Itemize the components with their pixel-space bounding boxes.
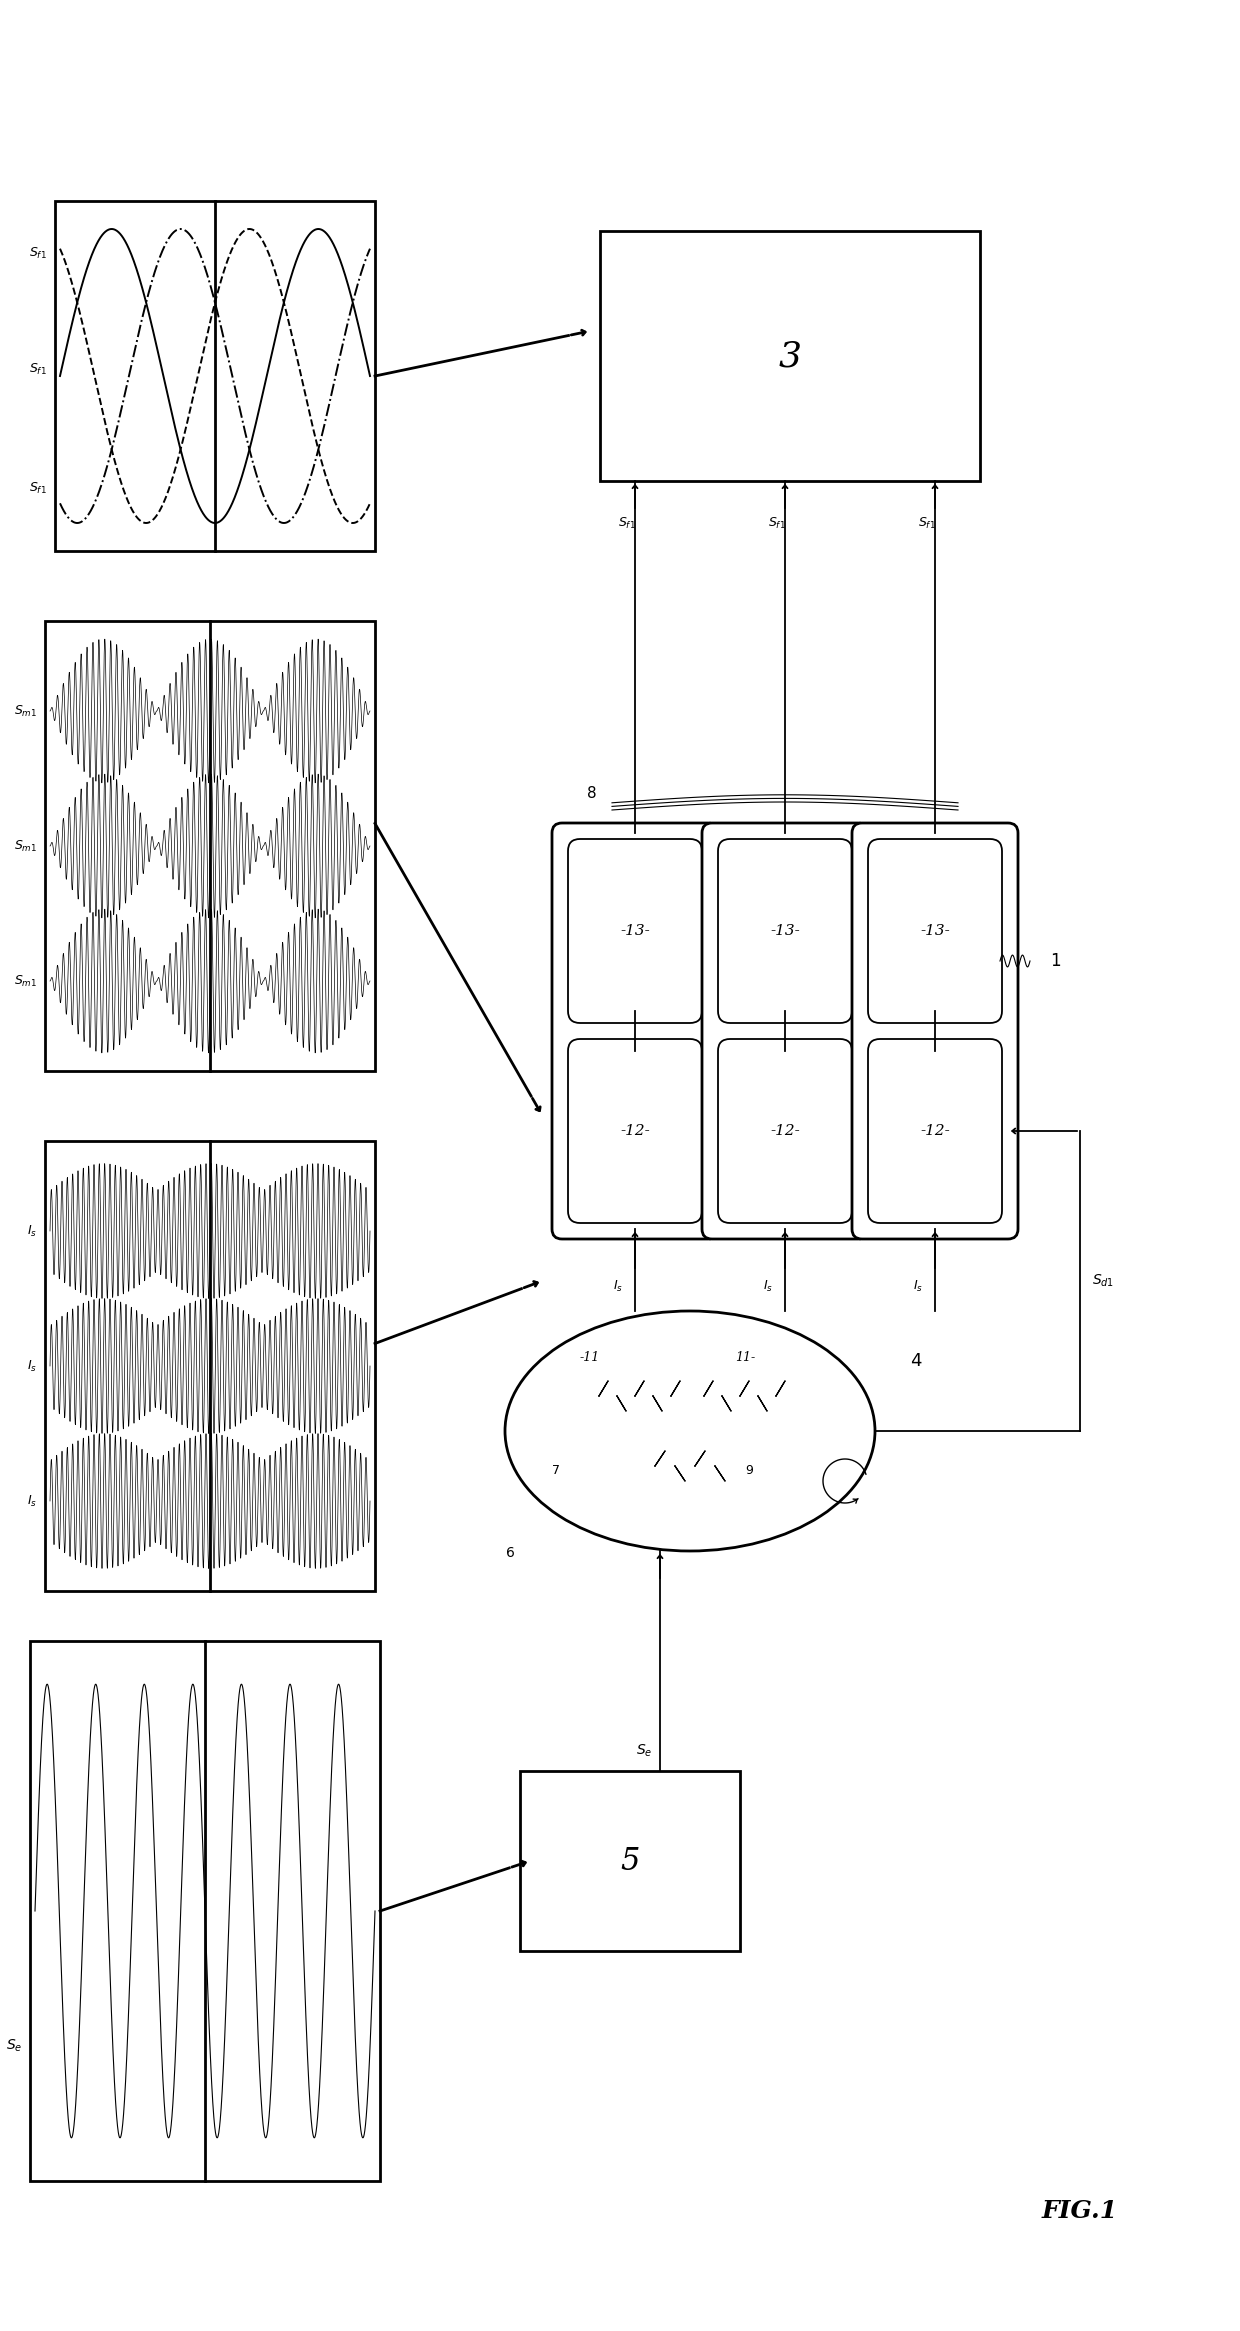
Bar xyxy=(30,1641,379,2182)
FancyBboxPatch shape xyxy=(718,1040,852,1224)
Text: $I_s$: $I_s$ xyxy=(27,1494,37,1508)
Text: 3: 3 xyxy=(779,338,801,373)
Text: $I_s$: $I_s$ xyxy=(613,1277,622,1294)
Text: $S_e$: $S_e$ xyxy=(6,2037,22,2054)
Text: $S_{m1}$: $S_{m1}$ xyxy=(14,839,37,853)
Text: $S_{f1}$: $S_{f1}$ xyxy=(768,515,786,531)
FancyBboxPatch shape xyxy=(868,839,1002,1023)
Text: 7: 7 xyxy=(552,1464,560,1478)
Bar xyxy=(520,1772,740,1951)
Text: -11: -11 xyxy=(580,1352,600,1364)
FancyBboxPatch shape xyxy=(852,823,1018,1240)
Bar xyxy=(45,1140,374,1592)
FancyBboxPatch shape xyxy=(568,839,702,1023)
FancyBboxPatch shape xyxy=(568,1040,702,1224)
Text: $S_{m1}$: $S_{m1}$ xyxy=(14,704,37,718)
Text: -13-: -13- xyxy=(620,923,650,937)
Text: 11-: 11- xyxy=(735,1352,755,1364)
Text: -12-: -12- xyxy=(920,1124,950,1138)
Text: FIG.1: FIG.1 xyxy=(1042,2198,1118,2224)
Text: -12-: -12- xyxy=(620,1124,650,1138)
Text: -13-: -13- xyxy=(920,923,950,937)
Text: $I_s$: $I_s$ xyxy=(27,1224,37,1238)
Text: 5: 5 xyxy=(620,1846,640,1876)
Text: $S_{f1}$: $S_{f1}$ xyxy=(30,480,47,497)
Text: $S_{f1}$: $S_{f1}$ xyxy=(30,247,47,261)
Bar xyxy=(600,231,980,480)
FancyBboxPatch shape xyxy=(718,839,852,1023)
Text: -12-: -12- xyxy=(770,1124,800,1138)
Text: $S_{f1}$: $S_{f1}$ xyxy=(918,515,936,531)
Text: 9: 9 xyxy=(745,1464,753,1478)
Text: 4: 4 xyxy=(910,1352,921,1371)
Text: $I_s$: $I_s$ xyxy=(913,1277,923,1294)
Text: $S_{m1}$: $S_{m1}$ xyxy=(14,974,37,988)
Text: $I_s$: $I_s$ xyxy=(27,1359,37,1373)
Text: 6: 6 xyxy=(506,1545,515,1559)
Text: -13-: -13- xyxy=(770,923,800,937)
Text: $S_{d1}$: $S_{d1}$ xyxy=(1092,1273,1115,1289)
Text: $S_e$: $S_e$ xyxy=(636,1744,652,1760)
FancyBboxPatch shape xyxy=(868,1040,1002,1224)
Text: 1: 1 xyxy=(1050,951,1060,970)
Ellipse shape xyxy=(505,1310,875,1550)
Text: $S_{f1}$: $S_{f1}$ xyxy=(618,515,636,531)
Text: $S_{f1}$: $S_{f1}$ xyxy=(30,361,47,378)
FancyBboxPatch shape xyxy=(552,823,718,1240)
FancyBboxPatch shape xyxy=(702,823,868,1240)
Text: 8: 8 xyxy=(588,786,596,800)
Text: $I_s$: $I_s$ xyxy=(763,1277,773,1294)
Bar xyxy=(55,200,374,550)
Bar xyxy=(45,620,374,1070)
